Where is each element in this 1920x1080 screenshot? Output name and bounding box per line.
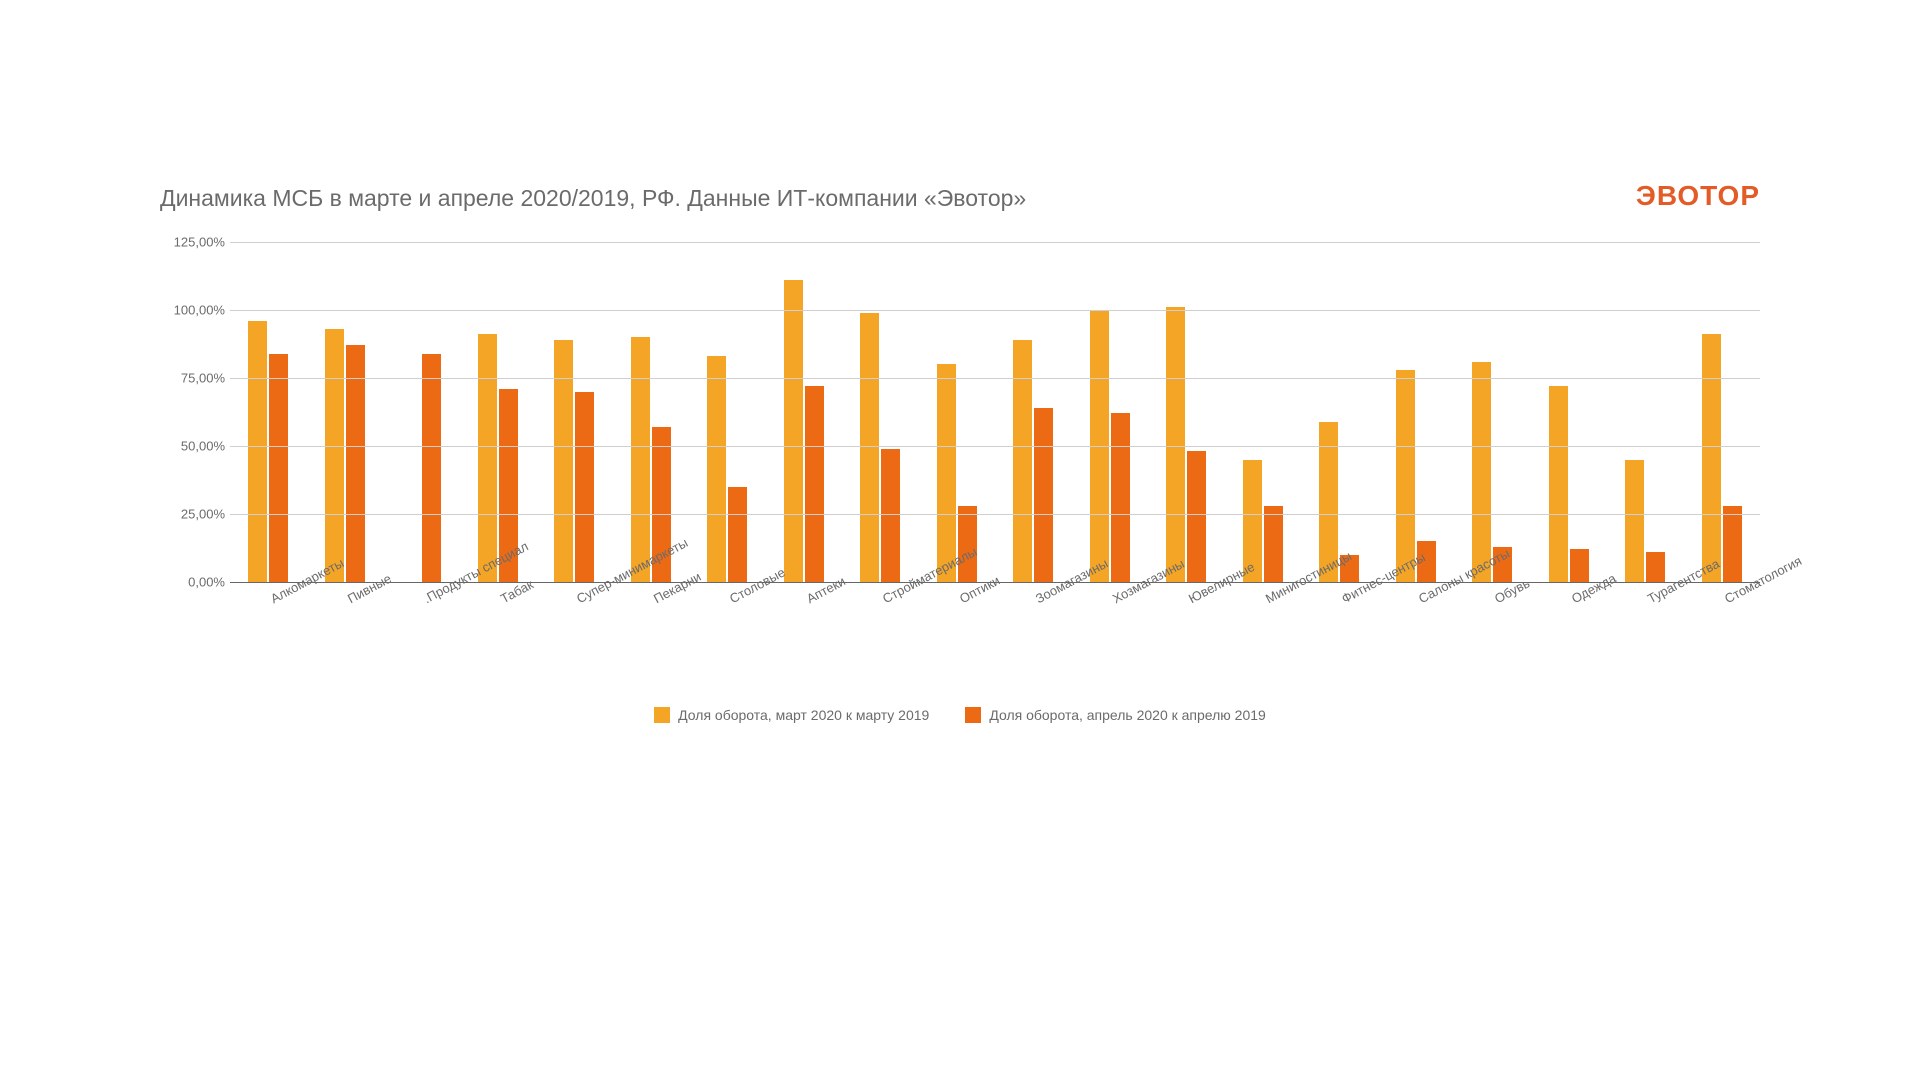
bar [1625,460,1644,582]
bar-group [1148,242,1225,582]
y-axis-label: 25,00% [155,507,225,522]
bar [881,449,900,582]
y-axis-label: 125,00% [155,235,225,250]
bar [707,356,726,582]
bar [1264,506,1283,582]
bar [1396,370,1415,582]
gridline [230,242,1760,243]
x-label-cell: Супер-минимаркеты [536,587,613,697]
chart-title: Динамика МСБ в марте и апреле 2020/2019,… [160,185,1026,212]
bar [346,345,365,582]
legend-item: Доля оборота, апрель 2020 к апрелю 2019 [965,707,1266,723]
y-axis-label: 75,00% [155,371,225,386]
bar [1549,386,1568,582]
bar [728,487,747,582]
page: Динамика МСБ в марте и апреле 2020/2019,… [0,0,1920,1080]
bars-row [230,242,1760,582]
x-label-cell: Пивные [307,587,384,697]
bar-group [919,242,996,582]
x-label-cell: Одежда [1531,587,1608,697]
bar [554,340,573,582]
bar [958,506,977,582]
legend-swatch [654,707,670,723]
gridline [230,514,1760,515]
bar [784,280,803,582]
bar [1702,334,1721,582]
y-axis-label: 50,00% [155,439,225,454]
x-label-cell: Табак [460,587,537,697]
x-label-cell: Турагентства [1607,587,1684,697]
bar-group [230,242,307,582]
legend-label: Доля оборота, март 2020 к марту 2019 [678,707,929,723]
gridline [230,378,1760,379]
x-label-cell: Столовые [689,587,766,697]
legend-item: Доля оборота, март 2020 к марту 2019 [654,707,929,723]
bar [860,313,879,582]
y-axis-label: 0,00% [155,575,225,590]
bar [325,329,344,582]
bar-group [842,242,919,582]
x-label-cell: Аптеки [766,587,843,697]
bar-group [536,242,613,582]
x-label-cell: Оптики [919,587,996,697]
bar-group [1684,242,1761,582]
bar [269,354,288,582]
bar-group [1378,242,1455,582]
y-axis-label: 100,00% [155,303,225,318]
bar [422,354,441,582]
bar-group [766,242,843,582]
bar-group [1454,242,1531,582]
bar [1472,362,1491,582]
bar-group [1072,242,1149,582]
bar [1034,408,1053,582]
x-label-cell: Обувь [1454,587,1531,697]
bar [1013,340,1032,582]
x-label-cell: Минигостиницы [1225,587,1302,697]
x-label-cell: Стоматология [1684,587,1761,697]
x-label-cell: Фитнес-центры [1301,587,1378,697]
x-label-cell: Алкомаркеты [230,587,307,697]
bar-group [1607,242,1684,582]
legend: Доля оборота, март 2020 к марту 2019 Доля… [160,707,1760,723]
bar-group [460,242,537,582]
bar-group [1301,242,1378,582]
bar [1187,451,1206,582]
gridline [230,310,1760,311]
bar [1111,413,1130,582]
bar [1570,549,1589,582]
legend-label: Доля оборота, апрель 2020 к апрелю 2019 [989,707,1266,723]
bar [248,321,267,582]
chart-container: Динамика МСБ в марте и апреле 2020/2019,… [160,180,1760,723]
x-label-cell: Салоны красоты [1378,587,1455,697]
bar-group [995,242,1072,582]
bar [575,392,594,582]
x-label-cell: Зоомагазины [995,587,1072,697]
x-label-cell: Хозмагазины [1072,587,1149,697]
bar-group [1531,242,1608,582]
x-label-cell: Ювелирные [1148,587,1225,697]
bar [805,386,824,582]
x-label-cell: Пекарни [613,587,690,697]
bar-group [383,242,460,582]
plot-area: 0,00%25,00%50,00%75,00%100,00%125,00% [230,242,1760,583]
bar [1646,552,1665,582]
x-label-cell: Стройматериалы [842,587,919,697]
bar [1723,506,1742,582]
x-axis-labels: АлкомаркетыПивныеПродукты специал.ТабакС… [230,587,1760,697]
title-row: Динамика МСБ в марте и апреле 2020/2019,… [160,180,1760,212]
bar [1166,307,1185,582]
x-label-cell: Продукты специал. [383,587,460,697]
bar [478,334,497,582]
bar-group [689,242,766,582]
legend-swatch [965,707,981,723]
bar [631,337,650,582]
brand-logo: ЭВОТОР [1636,180,1760,212]
bar [937,364,956,582]
gridline [230,446,1760,447]
bar-group [1225,242,1302,582]
bar-group [307,242,384,582]
bar-group [613,242,690,582]
